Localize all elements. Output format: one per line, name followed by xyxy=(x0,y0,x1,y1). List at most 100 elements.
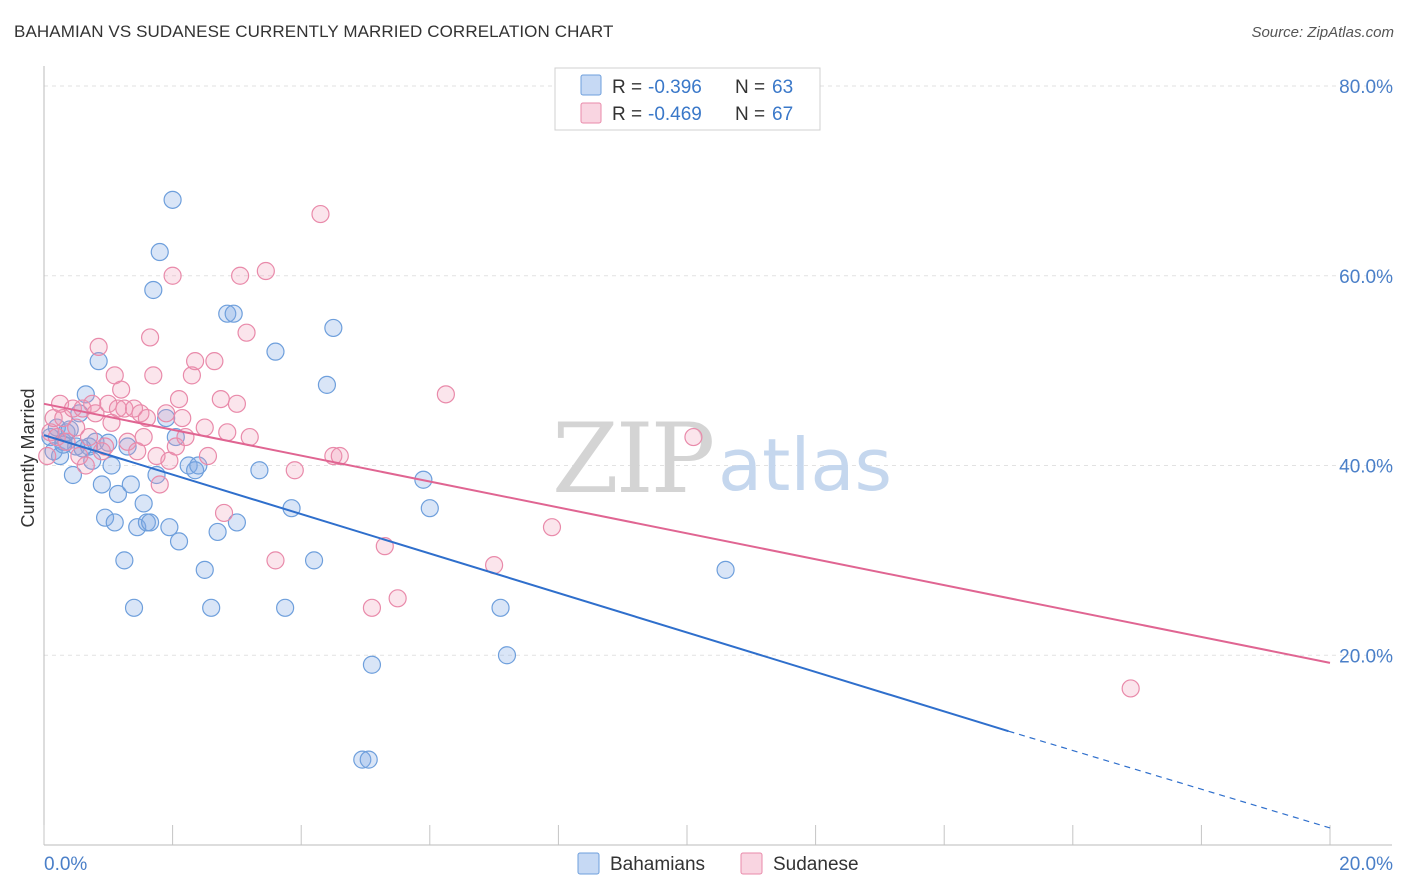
point-bahamians xyxy=(160,518,179,537)
stats-r-label-sudanese: R = xyxy=(612,104,642,125)
point-sudanese xyxy=(684,427,703,447)
point-sudanese xyxy=(95,437,115,456)
point-bahamians xyxy=(208,522,227,542)
point-sudanese xyxy=(186,352,205,371)
point-sudanese xyxy=(237,323,256,342)
point-bahamians xyxy=(195,560,214,579)
trend-line-bahamians xyxy=(43,434,1009,733)
stats-r-value-bahamians: -0.396 xyxy=(648,77,702,98)
stats-n-label-sudanese: N = xyxy=(735,104,765,125)
watermark-zip: ZIP xyxy=(552,403,713,515)
point-bahamians xyxy=(362,655,382,674)
point-bahamians xyxy=(224,304,243,323)
point-sudanese xyxy=(137,408,156,428)
point-sudanese xyxy=(388,589,407,608)
point-bahamians xyxy=(353,750,372,769)
y-tick-label: 40.0% xyxy=(1339,457,1393,478)
point-sudanese xyxy=(330,446,349,466)
point-sudanese xyxy=(163,266,182,285)
point-bahamians xyxy=(102,456,121,475)
point-bahamians xyxy=(250,461,269,480)
point-bahamians xyxy=(140,513,160,532)
x-tick-labels: 0.0% 20.0% xyxy=(44,854,1393,875)
point-sudanese xyxy=(542,518,562,537)
source-label: Source: ZipAtlas.com xyxy=(1251,24,1394,41)
y-tick-label: 60.0% xyxy=(1339,267,1393,288)
y-tick-labels: 20.0% 40.0% 60.0% 80.0% xyxy=(1339,77,1393,667)
point-sudanese xyxy=(112,380,131,399)
legend-label-sudanese: Sudanese xyxy=(773,854,859,875)
point-sudanese xyxy=(173,408,192,428)
trend-lines xyxy=(43,402,1331,829)
point-sudanese xyxy=(83,394,102,413)
point-bahamians xyxy=(115,551,134,570)
point-sudanese xyxy=(150,475,169,494)
point-sudanese xyxy=(256,261,275,281)
point-sudanese xyxy=(218,423,237,442)
point-sudanese xyxy=(182,366,201,385)
point-bahamians xyxy=(169,532,189,551)
point-bahamians xyxy=(304,551,324,570)
point-bahamians xyxy=(108,484,128,504)
point-bahamians xyxy=(202,598,221,617)
point-bahamians xyxy=(134,494,153,513)
point-sudanese xyxy=(227,394,246,413)
point-sudanese xyxy=(140,328,160,347)
point-bahamians xyxy=(227,513,246,532)
stats-swatch-sudanese xyxy=(580,102,602,124)
point-bahamians xyxy=(218,304,237,323)
x-tick-label: 0.0% xyxy=(44,854,87,875)
point-sudanese xyxy=(211,389,230,409)
series-legend: Bahamians Sudanese xyxy=(577,852,859,875)
watermark: ZIP atlas xyxy=(552,403,892,515)
x-tick-label: 20.0% xyxy=(1339,854,1393,875)
point-bahamians xyxy=(282,499,301,518)
point-bahamians xyxy=(150,242,169,262)
point-bahamians xyxy=(92,475,111,494)
point-sudanese xyxy=(108,399,128,418)
point-bahamians xyxy=(189,456,208,475)
point-bahamians xyxy=(491,598,510,617)
trend-line-bahamians-extension xyxy=(1008,730,1331,829)
point-bahamians xyxy=(157,408,176,428)
point-bahamians xyxy=(324,318,343,338)
point-bahamians xyxy=(497,646,517,665)
point-sudanese xyxy=(67,418,86,437)
point-sudanese xyxy=(134,427,153,447)
point-sudanese xyxy=(157,404,176,423)
point-bahamians xyxy=(716,560,735,579)
point-bahamians xyxy=(359,750,378,769)
point-bahamians xyxy=(76,385,95,404)
point-sudanese xyxy=(144,366,163,385)
point-sudanese xyxy=(266,551,285,570)
point-sudanese xyxy=(1121,679,1140,698)
point-sudanese xyxy=(231,266,250,285)
point-sudanese xyxy=(169,389,189,409)
stats-n-value-sudanese: 67 xyxy=(772,104,793,125)
point-bahamians xyxy=(89,352,108,371)
point-sudanese xyxy=(214,503,234,523)
point-bahamians xyxy=(163,190,182,209)
point-sudanese xyxy=(198,446,218,466)
point-bahamians xyxy=(144,280,163,300)
point-sudanese xyxy=(311,204,330,224)
stats-swatch-bahamians xyxy=(580,74,602,96)
point-bahamians xyxy=(95,508,115,527)
point-bahamians xyxy=(124,598,144,617)
point-sudanese xyxy=(76,456,95,475)
point-bahamians xyxy=(276,598,295,617)
point-sudanese xyxy=(54,408,73,428)
stats-r-value-sudanese: -0.469 xyxy=(648,104,702,125)
point-sudanese xyxy=(38,446,57,466)
gridlines xyxy=(44,85,1392,656)
point-bahamians xyxy=(118,437,137,456)
legend-swatch-sudanese xyxy=(740,852,763,875)
stats-n-label-bahamians: N = xyxy=(735,77,765,98)
point-sudanese xyxy=(70,446,89,466)
stats-n-value-bahamians: 63 xyxy=(772,77,793,98)
point-bahamians xyxy=(105,513,124,532)
point-sudanese xyxy=(79,427,99,447)
point-bahamians xyxy=(166,427,185,447)
point-sudanese xyxy=(285,461,304,480)
